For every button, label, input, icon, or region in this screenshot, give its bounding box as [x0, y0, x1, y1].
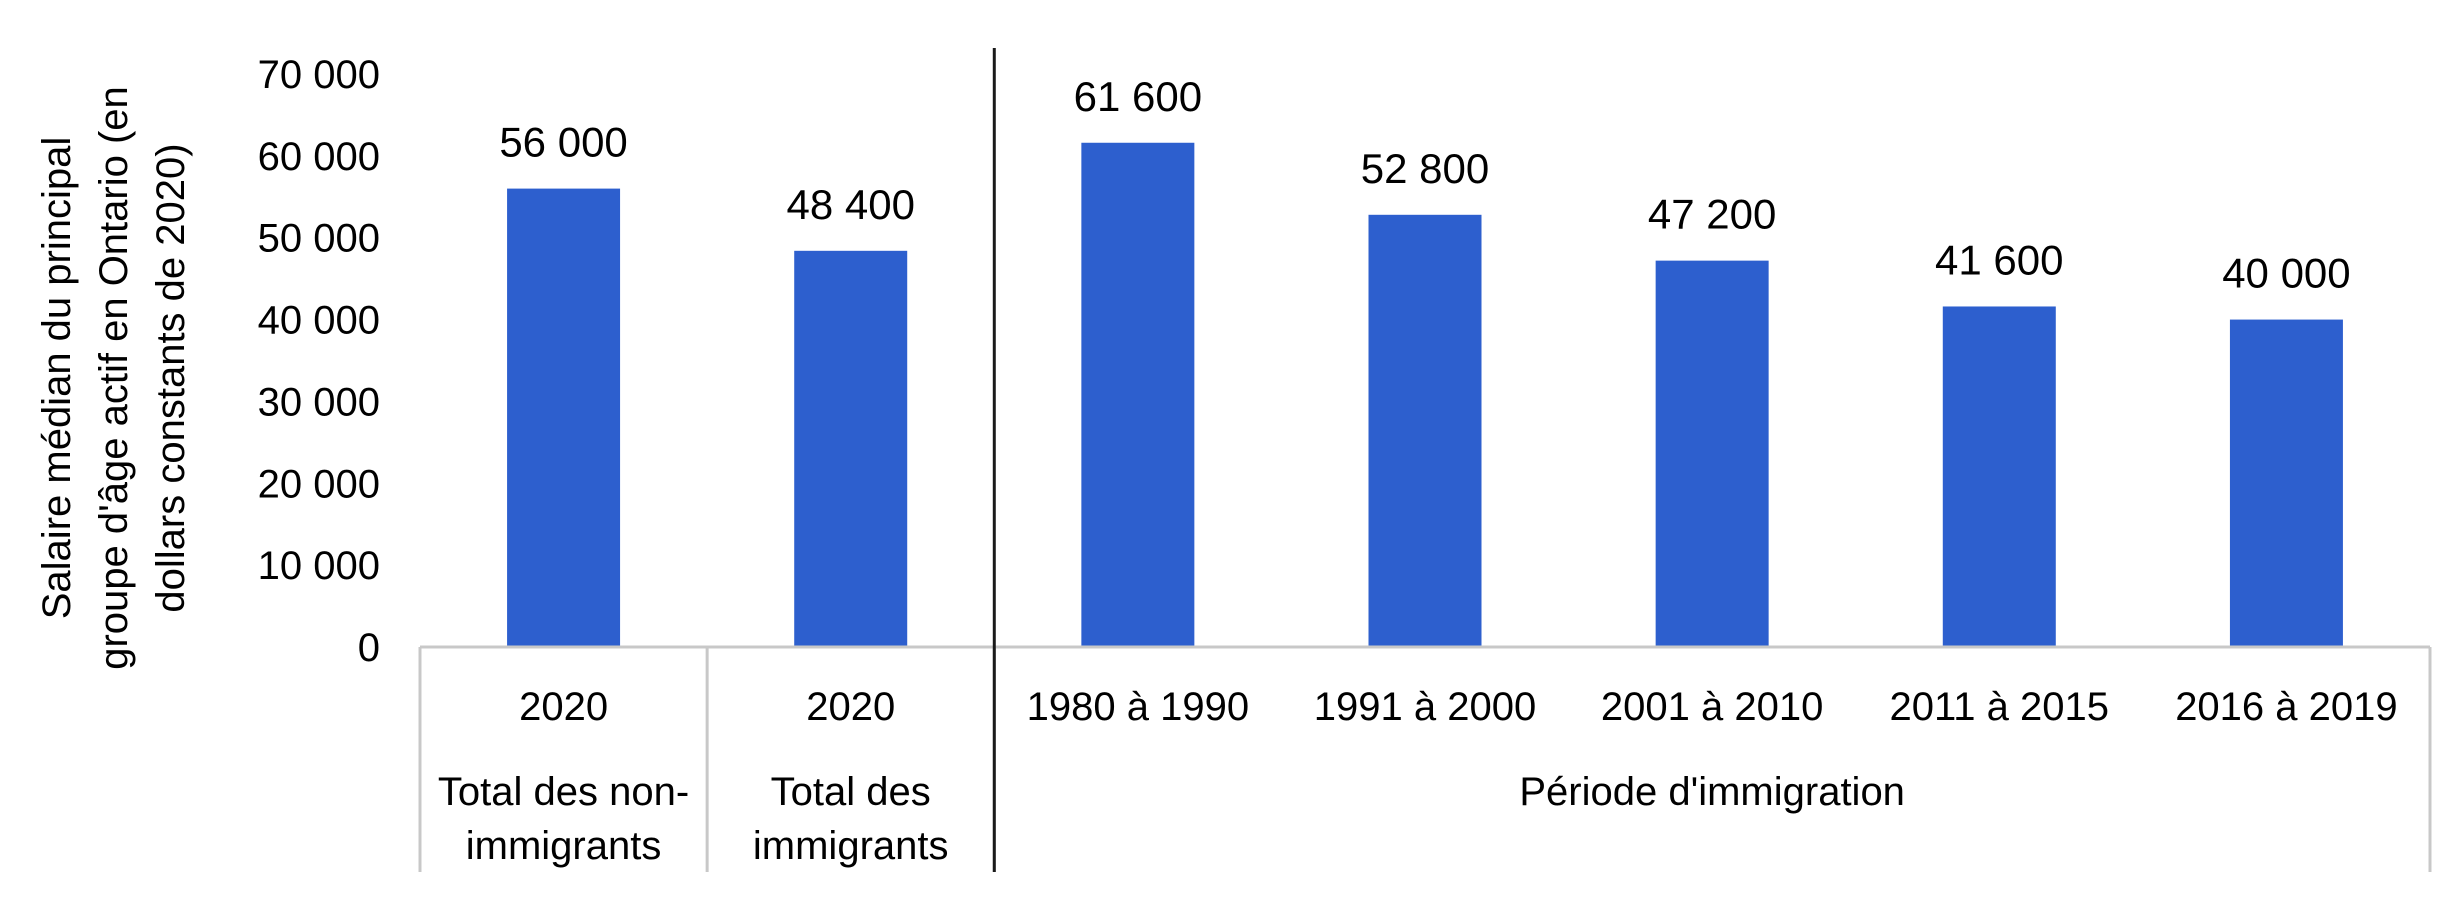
x-axis-group-labels: Total des non-immigrants Total des immigra…: [438, 770, 1905, 868]
x-tick-label: 2016 à 2019: [2175, 685, 2397, 729]
x-group-label: Période d'immigration: [1519, 770, 1905, 814]
data-label: 61 600: [1074, 73, 1202, 120]
x-group-label-line: immigrants: [466, 824, 662, 868]
y-tick-label: 30 000: [258, 380, 380, 424]
x-group-label: Total des immigrants: [753, 770, 949, 868]
x-tick-label: 2001 à 2010: [1601, 685, 1823, 729]
bar: [1942, 306, 2056, 647]
y-axis-title-line: Salaire médian du principal: [35, 137, 79, 620]
data-label: 52 800: [1361, 145, 1489, 192]
data-label: 48 400: [786, 181, 914, 228]
x-tick-label: 2020: [806, 685, 895, 729]
y-tick-label: 70 000: [258, 53, 380, 97]
y-tick-label: 60 000: [258, 135, 380, 179]
y-axis-tick-labels: 0 10 000 20 000 30 000 40 000 50 000 60 000 70 …: [258, 53, 380, 670]
x-tick-label: 2011 à 2015: [1890, 685, 2109, 729]
data-labels: 56 000 48 400 61 600 52 800 47 200 41 600 40 0…: [499, 73, 2350, 297]
y-tick-label: 40 000: [258, 299, 380, 343]
x-tick-label: 1991 à 2000: [1314, 685, 1536, 729]
data-label: 40 000: [2222, 250, 2350, 297]
data-label: 41 600: [1935, 236, 2063, 283]
x-axis-category-labels: 2020 2020 1980 à 1990 1991 à 2000 2001 à 201…: [519, 685, 2398, 729]
data-label: 56 000: [499, 119, 627, 166]
y-axis-title-line: dollars constants de 2020): [149, 143, 193, 612]
x-group-label: Total des non-immigrants: [438, 770, 689, 868]
x-group-label-line: Total des: [771, 770, 931, 814]
y-tick-label: 20 000: [258, 462, 380, 506]
bar: [1655, 260, 1769, 647]
y-axis-title: Salaire médian du principal groupe d'âge …: [35, 86, 193, 670]
y-axis-title-text: Salaire médian du principal groupe d'âge …: [35, 86, 193, 670]
bar: [1081, 142, 1195, 647]
bar: [2229, 319, 2343, 647]
x-tick-label: 2020: [519, 685, 608, 729]
bar: [507, 188, 621, 647]
x-group-label-line: Période d'immigration: [1519, 770, 1905, 814]
y-axis-title-line: groupe d'âge actif en Ontario (en: [92, 86, 136, 670]
y-tick-label: 50 000: [258, 217, 380, 261]
x-group-label-line: immigrants: [753, 824, 949, 868]
x-tick-label: 1980 à 1990: [1027, 685, 1249, 729]
x-group-label-line: Total des non-: [438, 770, 689, 814]
bars: [507, 142, 2343, 647]
bar: [794, 250, 908, 647]
x-axis: [418, 48, 2432, 872]
y-tick-label: 0: [358, 626, 380, 670]
y-tick-label: 10 000: [258, 544, 380, 588]
data-label: 47 200: [1648, 191, 1776, 238]
bar: [1368, 214, 1482, 647]
